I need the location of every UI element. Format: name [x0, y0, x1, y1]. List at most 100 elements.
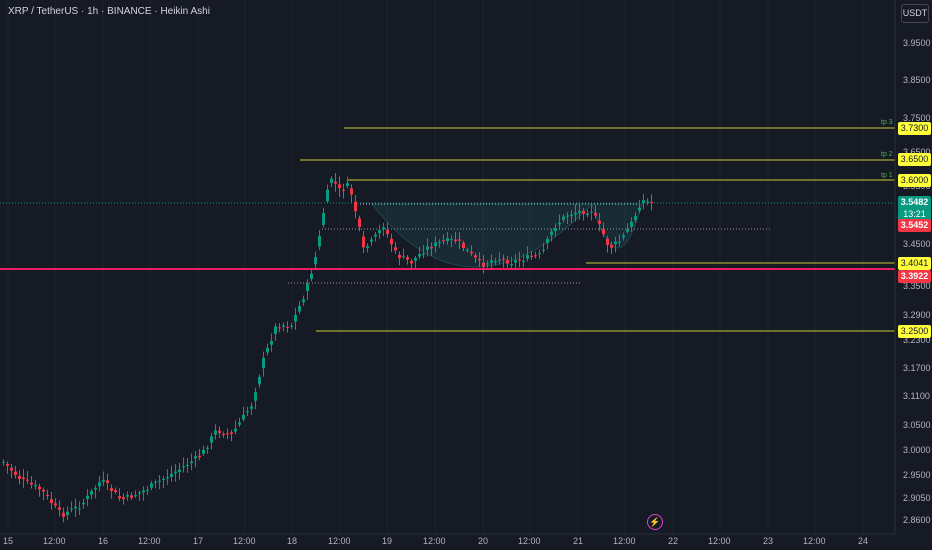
support-price-tag: 3.4041	[898, 257, 931, 270]
candle-body	[358, 218, 361, 228]
candle-body	[2, 461, 5, 463]
pink-level-tag: 3.3922	[898, 270, 931, 283]
candle-body	[210, 436, 213, 443]
candle-body	[318, 235, 321, 247]
lightning-icon[interactable]: ⚡	[647, 514, 663, 530]
candle-body	[90, 491, 93, 495]
candle-body	[562, 216, 565, 220]
red-level-tag: 3.5452	[898, 219, 931, 232]
y-tick-label: 3.2900	[903, 310, 931, 320]
candle-body	[462, 242, 465, 248]
candle-body	[386, 229, 389, 235]
candle-body	[258, 376, 261, 385]
candle-body	[614, 241, 617, 245]
candle-body	[214, 430, 217, 435]
candle-body	[106, 480, 109, 484]
y-tick-label: 3.7500	[903, 113, 931, 123]
candle-body	[598, 220, 601, 224]
x-tick-label: 12:00	[423, 536, 446, 546]
countdown-tag: 13:21	[898, 208, 931, 221]
candle-body	[218, 430, 221, 433]
candle-body	[430, 247, 433, 249]
candle-body	[18, 475, 21, 480]
candle-body	[402, 255, 405, 257]
y-tick-label: 3.1700	[903, 363, 931, 373]
y-tick-label: 3.9500	[903, 38, 931, 48]
candle-body	[22, 477, 25, 480]
candle-body	[526, 255, 529, 259]
candle-body	[422, 253, 425, 255]
candle-body	[490, 260, 493, 263]
candle-body	[622, 235, 625, 238]
candle-body	[522, 260, 525, 262]
candle-body	[86, 495, 89, 499]
candle-body	[158, 480, 161, 482]
x-tick-label: 20	[478, 536, 489, 546]
candle-body	[314, 257, 317, 265]
candle-body	[646, 201, 649, 203]
y-tick-label: 3.0500	[903, 420, 931, 430]
candle-body	[506, 259, 509, 264]
candle-body	[30, 482, 33, 485]
candle-body	[274, 326, 277, 334]
x-tick-label: 17	[193, 536, 204, 546]
candle-body	[246, 411, 249, 413]
candle-body	[6, 463, 9, 466]
candle-body	[510, 263, 513, 266]
candle-body	[478, 259, 481, 261]
x-tick-label: 12:00	[328, 536, 351, 546]
x-tick-label: 24	[858, 536, 869, 546]
y-tick-label: 3.6500	[903, 147, 931, 157]
candle-body	[322, 213, 325, 225]
y-tick-label: 3.0000	[903, 445, 931, 455]
candle-body	[190, 461, 193, 464]
y-tick-label: 3.8500	[903, 75, 931, 85]
candle-body	[26, 479, 29, 481]
y-tick-label: 3.4500	[903, 239, 931, 249]
candle-body	[590, 211, 593, 213]
candle-body	[266, 347, 269, 353]
candle-body	[550, 231, 553, 236]
tp1-price-tag: 3.6000	[898, 174, 931, 187]
annotation-lines	[0, 127, 895, 332]
candle-body	[606, 238, 609, 245]
candle-body	[186, 465, 189, 467]
candle-body	[226, 433, 229, 435]
candle-body	[150, 483, 153, 488]
candle-body	[482, 262, 485, 267]
candle-body	[162, 478, 165, 480]
candle-body	[574, 212, 577, 215]
candle-body	[114, 490, 117, 493]
tp2-price-tag: 3.6500	[898, 153, 931, 166]
current-price-tag: 3.5482	[898, 196, 931, 209]
x-tick-label: 12:00	[613, 536, 636, 546]
candle-body	[142, 490, 145, 493]
candle-body	[486, 263, 489, 265]
candle-body	[546, 238, 549, 244]
candle-body	[570, 214, 573, 217]
y-tick-label: 2.9050	[903, 493, 931, 503]
candle-body	[58, 507, 61, 510]
candle-body	[338, 184, 341, 189]
candle-body	[566, 215, 569, 217]
x-tick-label: 12:00	[43, 536, 66, 546]
candle-body	[178, 469, 181, 472]
candle-body	[554, 228, 557, 232]
candle-body	[578, 210, 581, 213]
x-tick-label: 21	[573, 536, 584, 546]
candle-body	[122, 497, 125, 500]
chart-title: XRP / TetherUS · 1h · BINANCE · Heikin A…	[8, 6, 210, 17]
candle-body	[94, 488, 97, 490]
candle-body	[518, 259, 521, 261]
candle-body	[130, 495, 133, 498]
candle-body	[110, 488, 113, 491]
candle-body	[366, 246, 369, 249]
candle-body	[46, 494, 49, 496]
currency-button[interactable]: USDT	[901, 4, 929, 23]
x-tick-label: 12:00	[233, 536, 256, 546]
candle-body	[410, 260, 413, 264]
candle-body	[466, 249, 469, 251]
candle-body	[538, 253, 541, 255]
candle-body	[534, 255, 537, 257]
